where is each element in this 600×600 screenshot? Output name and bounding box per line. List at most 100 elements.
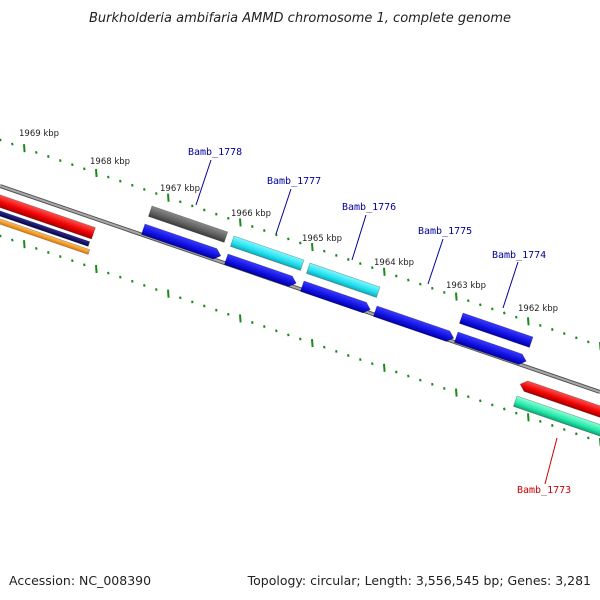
tick-mark [431, 382, 434, 386]
gene-feature[interactable] [148, 205, 229, 243]
tick-mark [263, 325, 266, 329]
gene-label-bamb-1778[interactable]: Bamb_1778 [188, 147, 242, 158]
gene-labels: Bamb_1778 Bamb_1777 Bamb_1776 Bamb_1775 … [188, 147, 571, 496]
tick-mark [59, 255, 62, 259]
tick-mark [311, 339, 314, 348]
tick-mark [551, 424, 554, 427]
tick-mark [215, 212, 218, 216]
tick-mark [467, 395, 470, 399]
tick-mark [239, 218, 242, 227]
tick-mark [83, 167, 86, 171]
gene-label-bamb-1776[interactable]: Bamb_1776 [342, 202, 396, 213]
tick-mark [419, 378, 422, 382]
tick-mark [23, 240, 26, 249]
gene-feature[interactable] [459, 312, 534, 348]
tick-mark [347, 354, 350, 357]
gene-feature-left[interactable] [0, 187, 96, 240]
tick-mark [203, 208, 206, 212]
tick-mark [167, 289, 170, 298]
tick-mark [347, 258, 350, 261]
tick-mark [407, 278, 410, 282]
tick-mark [371, 362, 374, 366]
tick-mark [335, 253, 338, 257]
tick-mark [395, 370, 398, 374]
topology-text: Topology: circular; Length: 3,556,545 bp… [247, 573, 591, 588]
tick-mark [95, 168, 98, 178]
tick-mark [83, 263, 86, 267]
cds-feature[interactable] [224, 253, 298, 288]
gene-label-bamb-1774[interactable]: Bamb_1774 [492, 250, 546, 261]
cds-feature[interactable] [454, 331, 528, 366]
tick-mark [155, 192, 158, 196]
tick-mark [551, 328, 554, 331]
tick-mark [107, 175, 110, 179]
tick-mark [191, 204, 194, 208]
tick-mark [455, 388, 458, 397]
tick-mark [311, 243, 314, 252]
tick-mark [0, 234, 2, 238]
tick-mark [131, 279, 134, 283]
tick-rows [0, 138, 600, 447]
tick-mark [263, 229, 266, 233]
gene-feature-reverse[interactable] [518, 379, 600, 420]
tick-mark [491, 403, 494, 407]
cds-feature[interactable] [141, 223, 222, 261]
cds-feature-reverse[interactable] [513, 395, 600, 438]
tick-label: 1969 kbp [19, 129, 59, 139]
tick-mark [251, 225, 254, 228]
tick-mark [527, 317, 530, 326]
tick-mark [443, 290, 446, 294]
tick-mark [287, 333, 290, 337]
tick-mark [383, 363, 386, 372]
tick-mark [35, 246, 38, 250]
tick-mark [275, 329, 278, 333]
tick-mark [191, 300, 194, 304]
tick-mark [35, 150, 38, 154]
gene-feature[interactable] [306, 262, 381, 298]
tick-mark [443, 386, 446, 390]
tick-mark [299, 241, 302, 245]
tick-mark [71, 259, 74, 263]
tick-mark [59, 159, 62, 163]
map-title: Burkholderia ambifaria AMMD chromosome 1… [89, 11, 511, 26]
kbp-labels: 1969 kbp 1968 kbp 1967 kbp 1966 kbp 1965… [19, 129, 558, 314]
tick-mark [563, 428, 566, 432]
tick-mark [71, 163, 74, 167]
tick-mark [491, 307, 494, 311]
tick-mark [95, 264, 98, 274]
tick-mark [23, 144, 26, 153]
tick-mark [179, 200, 182, 204]
tick-mark [107, 271, 110, 275]
feature-left[interactable] [0, 211, 91, 255]
gene-label-bamb-1777[interactable]: Bamb_1777 [267, 176, 321, 187]
gene-label-bamb-1773[interactable]: Bamb_1773 [517, 485, 571, 496]
gene-feature[interactable] [230, 235, 305, 271]
tick-mark [47, 155, 50, 158]
tick-mark [299, 337, 302, 341]
tick-mark [143, 283, 146, 287]
tick-mark [575, 432, 578, 436]
gene-label-bamb-1775[interactable]: Bamb_1775 [418, 226, 472, 237]
tick-mark [539, 323, 542, 327]
tick-label: 1968 kbp [90, 157, 130, 167]
tick-label: 1962 kbp [518, 304, 558, 314]
tick-mark [119, 179, 122, 183]
tick-mark [239, 314, 242, 323]
tick-mark [131, 183, 134, 187]
tick-mark [515, 411, 518, 415]
gene-features [0, 187, 600, 438]
cds-feature[interactable] [300, 280, 372, 315]
tick-mark [227, 312, 230, 316]
tick-mark [155, 288, 158, 292]
tick-mark [419, 282, 422, 286]
tick-mark [335, 349, 338, 353]
feature-left[interactable] [0, 203, 91, 247]
cds-feature[interactable] [373, 305, 455, 343]
tick-mark [383, 267, 386, 276]
tick-mark [359, 262, 362, 266]
tick-mark [503, 407, 506, 411]
tick-mark [467, 299, 470, 303]
tick-mark [323, 345, 326, 349]
tick-mark [119, 275, 122, 279]
